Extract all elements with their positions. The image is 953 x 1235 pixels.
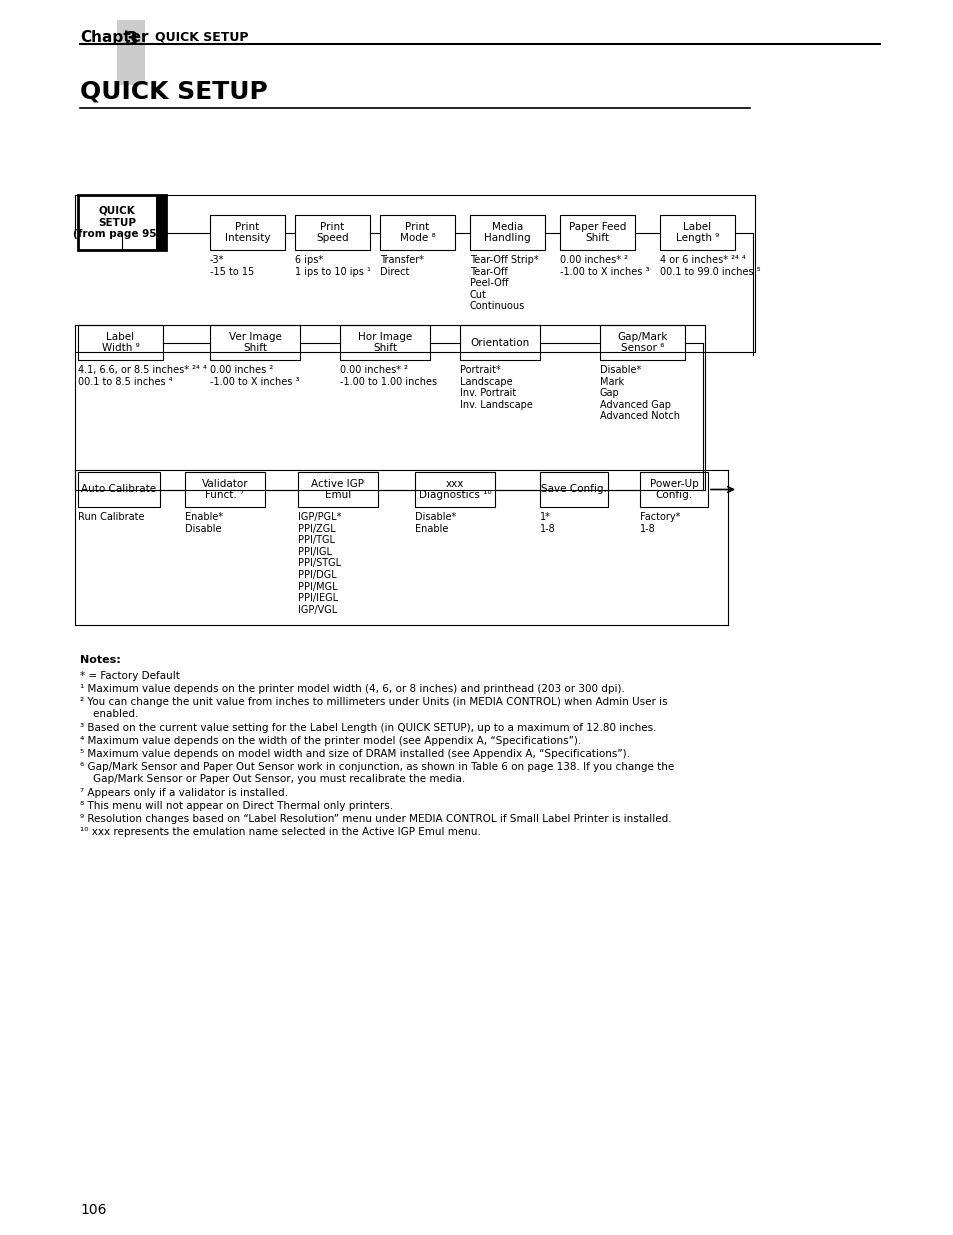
FancyBboxPatch shape [117,20,145,85]
Text: Print
Speed: Print Speed [315,222,349,243]
FancyBboxPatch shape [297,472,377,508]
Text: 4 or 6 inches* ²⁴ ⁴
00.1 to 99.0 inches ⁵: 4 or 6 inches* ²⁴ ⁴ 00.1 to 99.0 inches … [659,254,760,277]
FancyBboxPatch shape [459,325,539,359]
FancyBboxPatch shape [156,195,166,249]
Text: ⁸ This menu will not appear on Direct Thermal only printers.: ⁸ This menu will not appear on Direct Th… [80,802,393,811]
FancyBboxPatch shape [210,215,285,249]
FancyBboxPatch shape [599,325,684,359]
Text: QUICK
SETUP
(from page 95): QUICK SETUP (from page 95) [72,206,161,240]
Text: Media
Handling: Media Handling [484,222,530,243]
Text: Label
Length ⁹: Label Length ⁹ [675,222,719,243]
Text: Validator
Funct. ⁷: Validator Funct. ⁷ [201,479,248,500]
Text: Label
Width ⁹: Label Width ⁹ [102,332,139,353]
FancyBboxPatch shape [294,215,370,249]
Text: ³ Based on the current value setting for the Label Length (in QUICK SETUP), up t: ³ Based on the current value setting for… [80,722,656,734]
Text: Hor Image
Shift: Hor Image Shift [357,332,412,353]
Text: Orientation: Orientation [470,337,529,347]
Text: Transfer*
Direct: Transfer* Direct [379,254,423,277]
Text: Factory*
1-8: Factory* 1-8 [639,513,679,534]
Text: Disable*
Mark
Gap
Advanced Gap
Advanced Notch: Disable* Mark Gap Advanced Gap Advanced … [599,366,679,421]
Text: 4.1, 6.6, or 8.5 inches* ²⁴ ⁴
00.1 to 8.5 inches ⁴: 4.1, 6.6, or 8.5 inches* ²⁴ ⁴ 00.1 to 8.… [78,366,207,387]
FancyBboxPatch shape [470,215,544,249]
Text: Paper Feed
Shift: Paper Feed Shift [568,222,625,243]
Text: Print
Mode ⁸: Print Mode ⁸ [399,222,435,243]
FancyBboxPatch shape [78,195,166,249]
Text: 0.00 inches ²
-1.00 to X inches ³: 0.00 inches ² -1.00 to X inches ³ [210,366,299,387]
FancyBboxPatch shape [639,472,707,508]
FancyBboxPatch shape [210,325,299,359]
Text: Print
Intensity: Print Intensity [225,222,270,243]
FancyBboxPatch shape [78,325,163,359]
Text: Save Config.: Save Config. [540,484,606,494]
Text: 106: 106 [80,1203,107,1216]
Text: Power-Up
Config.: Power-Up Config. [649,479,698,500]
Text: IGP/PGL*
PPI/ZGL
PPI/TGL
PPI/IGL
PPI/STGL
PPI/DGL
PPI/MGL
PPI/IEGL
IGP/VGL: IGP/PGL* PPI/ZGL PPI/TGL PPI/IGL PPI/STG… [297,513,341,615]
Text: ⁴ Maximum value depends on the width of the printer model (see Appendix A, “Spec: ⁴ Maximum value depends on the width of … [80,736,580,746]
Text: 0.00 inches* ²
-1.00 to X inches ³: 0.00 inches* ² -1.00 to X inches ³ [559,254,649,277]
Text: Active IGP
Emul: Active IGP Emul [312,479,364,500]
Text: Disable*
Enable: Disable* Enable [415,513,456,534]
Text: Ver Image
Shift: Ver Image Shift [229,332,281,353]
Text: QUICK SETUP: QUICK SETUP [154,30,248,43]
Text: ² You can change the unit value from inches to millimeters under Units (in MEDIA: ² You can change the unit value from inc… [80,697,667,719]
Text: 1*
1-8: 1* 1-8 [539,513,556,534]
Text: ¹⁰ xxx represents the emulation name selected in the Active IGP Emul menu.: ¹⁰ xxx represents the emulation name sel… [80,827,480,837]
FancyBboxPatch shape [339,325,430,359]
FancyBboxPatch shape [539,472,607,508]
Text: Gap/Mark
Sensor ⁶: Gap/Mark Sensor ⁶ [617,332,667,353]
FancyBboxPatch shape [379,215,455,249]
FancyBboxPatch shape [559,215,635,249]
Text: Run Calibrate: Run Calibrate [78,513,144,522]
FancyBboxPatch shape [415,472,495,508]
Text: 3: 3 [124,30,137,49]
FancyBboxPatch shape [659,215,734,249]
Text: ⁵ Maximum value depends on model width and size of DRAM installed (see Appendix : ⁵ Maximum value depends on model width a… [80,748,629,760]
Text: Auto Calibrate: Auto Calibrate [81,484,156,494]
Text: Chapter: Chapter [80,30,149,44]
Text: 0.00 inches* ²
-1.00 to 1.00 inches: 0.00 inches* ² -1.00 to 1.00 inches [339,366,436,387]
Text: * = Factory Default: * = Factory Default [80,671,180,680]
Text: ⁶ Gap/Mark Sensor and Paper Out Sensor work in conjunction, as shown in Table 6 : ⁶ Gap/Mark Sensor and Paper Out Sensor w… [80,762,674,783]
Text: -3*
-15 to 15: -3* -15 to 15 [210,254,254,277]
Text: Notes:: Notes: [80,655,121,664]
Text: QUICK SETUP: QUICK SETUP [80,80,268,104]
Text: Tear-Off Strip*
Tear-Off
Peel-Off
Cut
Continuous: Tear-Off Strip* Tear-Off Peel-Off Cut Co… [470,254,538,311]
FancyBboxPatch shape [185,472,265,508]
Text: ⁹ Resolution changes based on “Label Resolution” menu under MEDIA CONTROL if Sma: ⁹ Resolution changes based on “Label Res… [80,814,671,824]
Text: Enable*
Disable: Enable* Disable [185,513,223,534]
Text: 6 ips*
1 ips to 10 ips ¹: 6 ips* 1 ips to 10 ips ¹ [294,254,371,277]
Text: ⁷ Appears only if a validator is installed.: ⁷ Appears only if a validator is install… [80,788,288,798]
Text: Portrait*
Landscape
Inv. Portrait
Inv. Landscape: Portrait* Landscape Inv. Portrait Inv. L… [459,366,533,410]
FancyBboxPatch shape [78,472,160,508]
Text: xxx
Diagnostics ¹⁰: xxx Diagnostics ¹⁰ [418,479,491,500]
Text: ¹ Maximum value depends on the printer model width (4, 6, or 8 inches) and print: ¹ Maximum value depends on the printer m… [80,684,624,694]
